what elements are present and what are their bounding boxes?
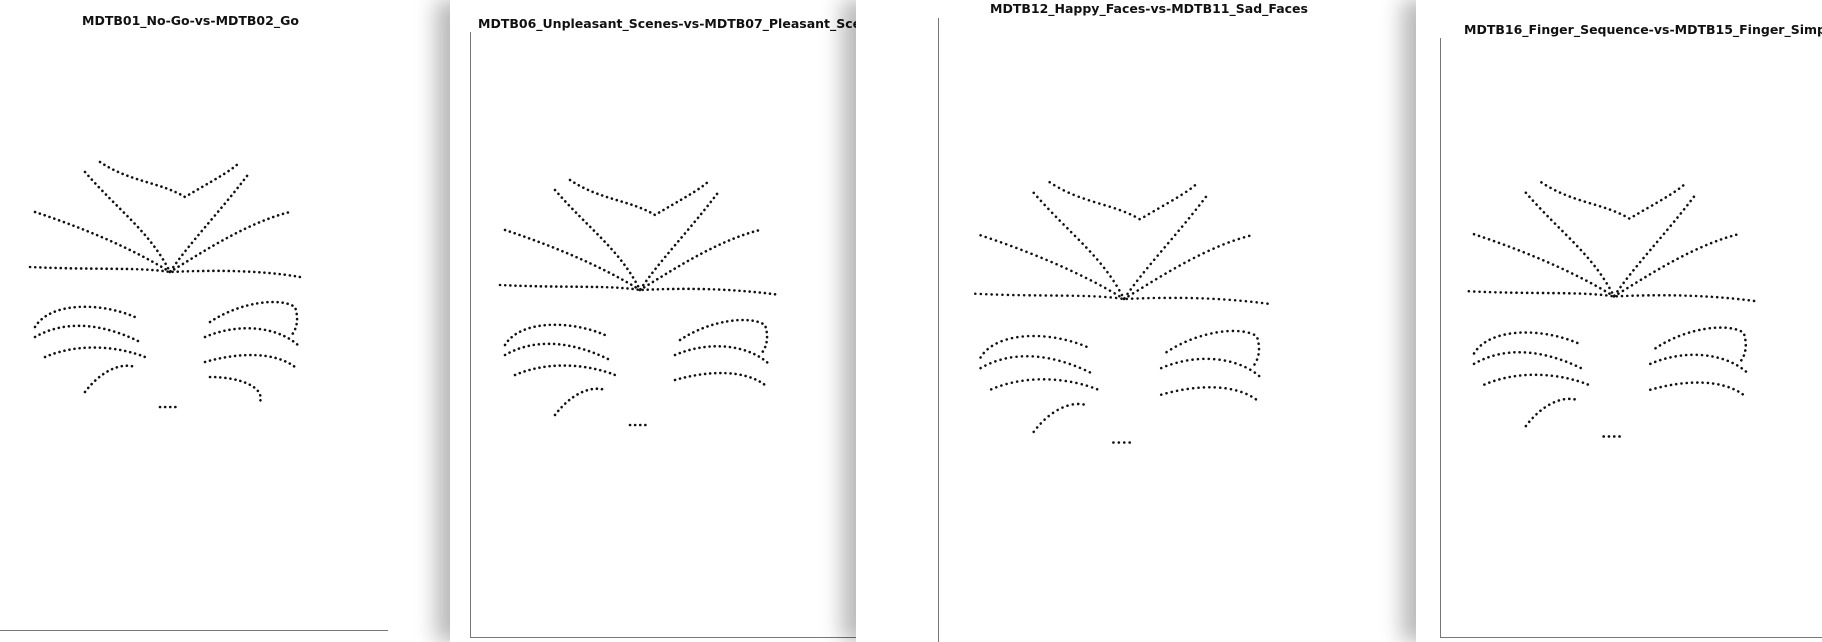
axis-frame-bottom [1440, 637, 1822, 638]
flatmap-panel-2: MDTB06_Unpleasant_Scenes-vs-MDTB07_Pleas… [450, 0, 856, 642]
axis-frame-left [938, 18, 939, 642]
cerebellar-flatmap [1449, 174, 1779, 444]
panel-title: MDTB06_Unpleasant_Scenes-vs-MDTB07_Pleas… [478, 16, 856, 31]
axis-frame-left [1440, 38, 1441, 638]
cerebellar-flatmap [955, 173, 1293, 450]
panel-title: MDTB01_No-Go-vs-MDTB02_Go [82, 13, 299, 28]
axis-frame-bottom [0, 630, 388, 631]
cerebellar-flatmap [11, 154, 329, 414]
axis-frame-bottom [470, 637, 856, 638]
panel-title: MDTB16_Finger_Sequence-vs-MDTB15_Finger_… [1464, 22, 1822, 37]
flatmap-panel-3: MDTB12_Happy_Faces-vs-MDTB11_Sad_Faces [856, 0, 1416, 642]
axis-frame-left [470, 32, 471, 638]
cerebellar-flatmap [481, 172, 799, 432]
panel-title: MDTB12_Happy_Faces-vs-MDTB11_Sad_Faces [990, 1, 1308, 16]
flatmap-panel-4: MDTB16_Finger_Sequence-vs-MDTB15_Finger_… [1416, 0, 1822, 642]
flatmap-panel-1: MDTB01_No-Go-vs-MDTB02_Go [0, 0, 388, 642]
